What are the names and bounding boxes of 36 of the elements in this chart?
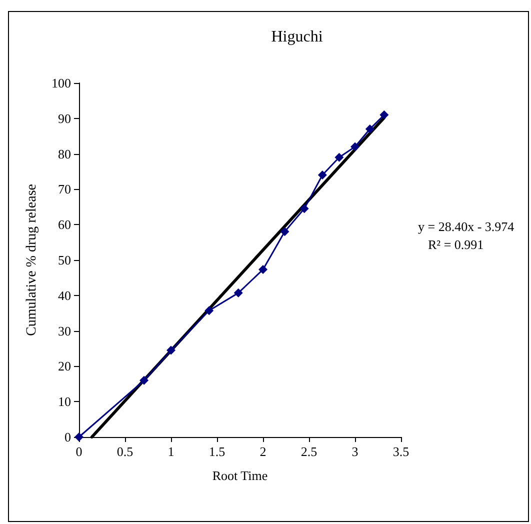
point	[334, 152, 344, 162]
x-tick-label: 3.5	[392, 444, 410, 459]
y-tick-label: 60	[58, 217, 71, 232]
point	[380, 110, 389, 120]
point	[140, 376, 149, 385]
y-tick-label: 100	[52, 76, 71, 90]
x-tick-label: 0	[76, 444, 82, 459]
y-tick-label: 90	[58, 110, 71, 126]
point	[204, 306, 214, 316]
y-tick-label: 10	[58, 394, 71, 410]
x-axis-title: Root Time	[212, 468, 268, 483]
x-tick-label: 1	[168, 444, 174, 459]
point	[234, 288, 243, 298]
x-tick-label: 0.5	[116, 444, 134, 459]
y-tick-label: 20	[58, 358, 71, 374]
y-tick-label: 80	[58, 146, 71, 162]
x-tick-label: 3	[352, 444, 358, 459]
point	[350, 142, 360, 152]
y-tick-label: 30	[58, 323, 71, 338]
y-tick-label: 0	[64, 430, 71, 444]
y-tick-label: 50	[58, 252, 71, 268]
point	[258, 265, 268, 274]
y-tick-label: 70	[58, 182, 71, 197]
y-axis-title: Cumulative % drug release	[24, 184, 40, 336]
text: y = 28.40x - 3.974	[418, 219, 515, 234]
point	[300, 204, 309, 214]
x-tick-label: 2.5	[300, 444, 318, 459]
x-tick-label: 1.5	[208, 444, 226, 459]
x-tick-label: 2	[260, 444, 266, 459]
point	[280, 227, 290, 236]
point	[318, 170, 327, 180]
text: R² = 0.991	[428, 237, 484, 252]
chart-title: Higuchi	[271, 28, 324, 46]
point	[166, 346, 176, 355]
y-tick-label: 40	[58, 288, 71, 303]
point	[365, 124, 374, 134]
